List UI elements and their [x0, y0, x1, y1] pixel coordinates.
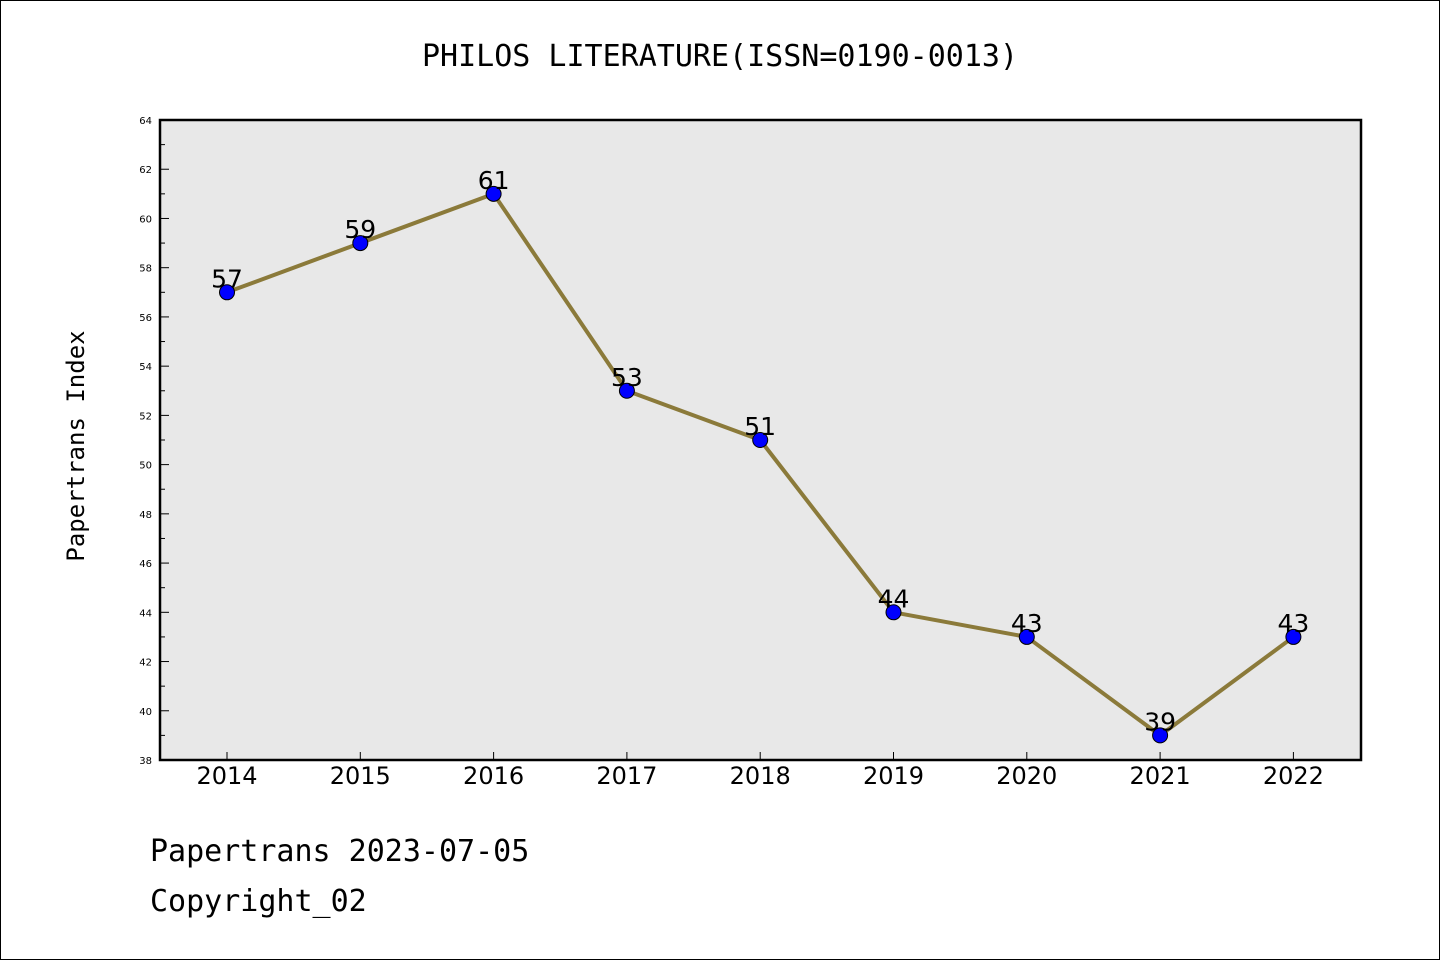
data-point — [752, 432, 769, 448]
y-tick-label: 46 — [139, 559, 152, 570]
y-tick-label: 48 — [139, 510, 152, 521]
y-tick-label: 38 — [139, 756, 152, 767]
y-tick-label: 58 — [139, 264, 152, 275]
data-label: 43 — [1277, 609, 1309, 638]
plot-border — [158, 118, 1363, 762]
data-point — [485, 185, 502, 202]
x-tick-label: 2019 — [863, 762, 924, 790]
data-point — [1285, 628, 1302, 645]
data-label: 57 — [211, 264, 243, 293]
y-tick-label: 54 — [139, 362, 152, 373]
x-tick-label: 2018 — [730, 762, 791, 790]
y-tick-label: 44 — [139, 608, 152, 619]
x-axis: 2014 2015 2016 2017 2018 2019 2020 2021 2022 — [196, 752, 1324, 790]
data-label: 59 — [344, 215, 376, 244]
data-label: 39 — [1144, 707, 1176, 736]
data-point — [1018, 628, 1035, 645]
series-line-group: 57 59 61 53 51 44 43 39 43 — [211, 166, 1309, 744]
footer-source-date: Papertrans 2023-07-05 — [150, 834, 530, 869]
y-axis-label: Papertrans Index — [62, 330, 90, 561]
data-label: 44 — [878, 584, 910, 613]
x-tick-label: 2014 — [196, 762, 257, 790]
data-label: 43 — [1011, 609, 1043, 638]
y-tick-label: 64 — [139, 116, 152, 127]
y-tick-label: 56 — [139, 313, 152, 324]
y-tick-label: 60 — [139, 214, 152, 225]
data-label: 51 — [744, 412, 776, 441]
data-label: 53 — [611, 363, 643, 392]
chart-title: PHILOS LITERATURE(ISSN=0190-0013) — [422, 39, 1018, 74]
data-point — [885, 604, 902, 621]
data-point — [219, 284, 235, 301]
data-point — [618, 382, 635, 399]
y-tick-label: 50 — [139, 461, 152, 472]
footer-copyright: Copyright_02 — [150, 884, 367, 919]
y-tick-label: 42 — [139, 658, 152, 669]
y-tick-label: 40 — [139, 707, 152, 718]
x-tick-label: 2020 — [996, 762, 1057, 790]
y-tick-label: 52 — [139, 411, 152, 422]
data-point — [352, 235, 369, 252]
y-tick-label: 62 — [139, 165, 152, 176]
x-tick-label: 2016 — [463, 762, 524, 790]
x-tick-label: 2021 — [1130, 762, 1191, 790]
data-point — [1152, 727, 1169, 744]
x-tick-label: 2022 — [1263, 762, 1324, 790]
x-tick-label: 2017 — [596, 762, 657, 790]
data-label: 61 — [478, 166, 510, 195]
x-tick-label: 2015 — [330, 762, 391, 790]
